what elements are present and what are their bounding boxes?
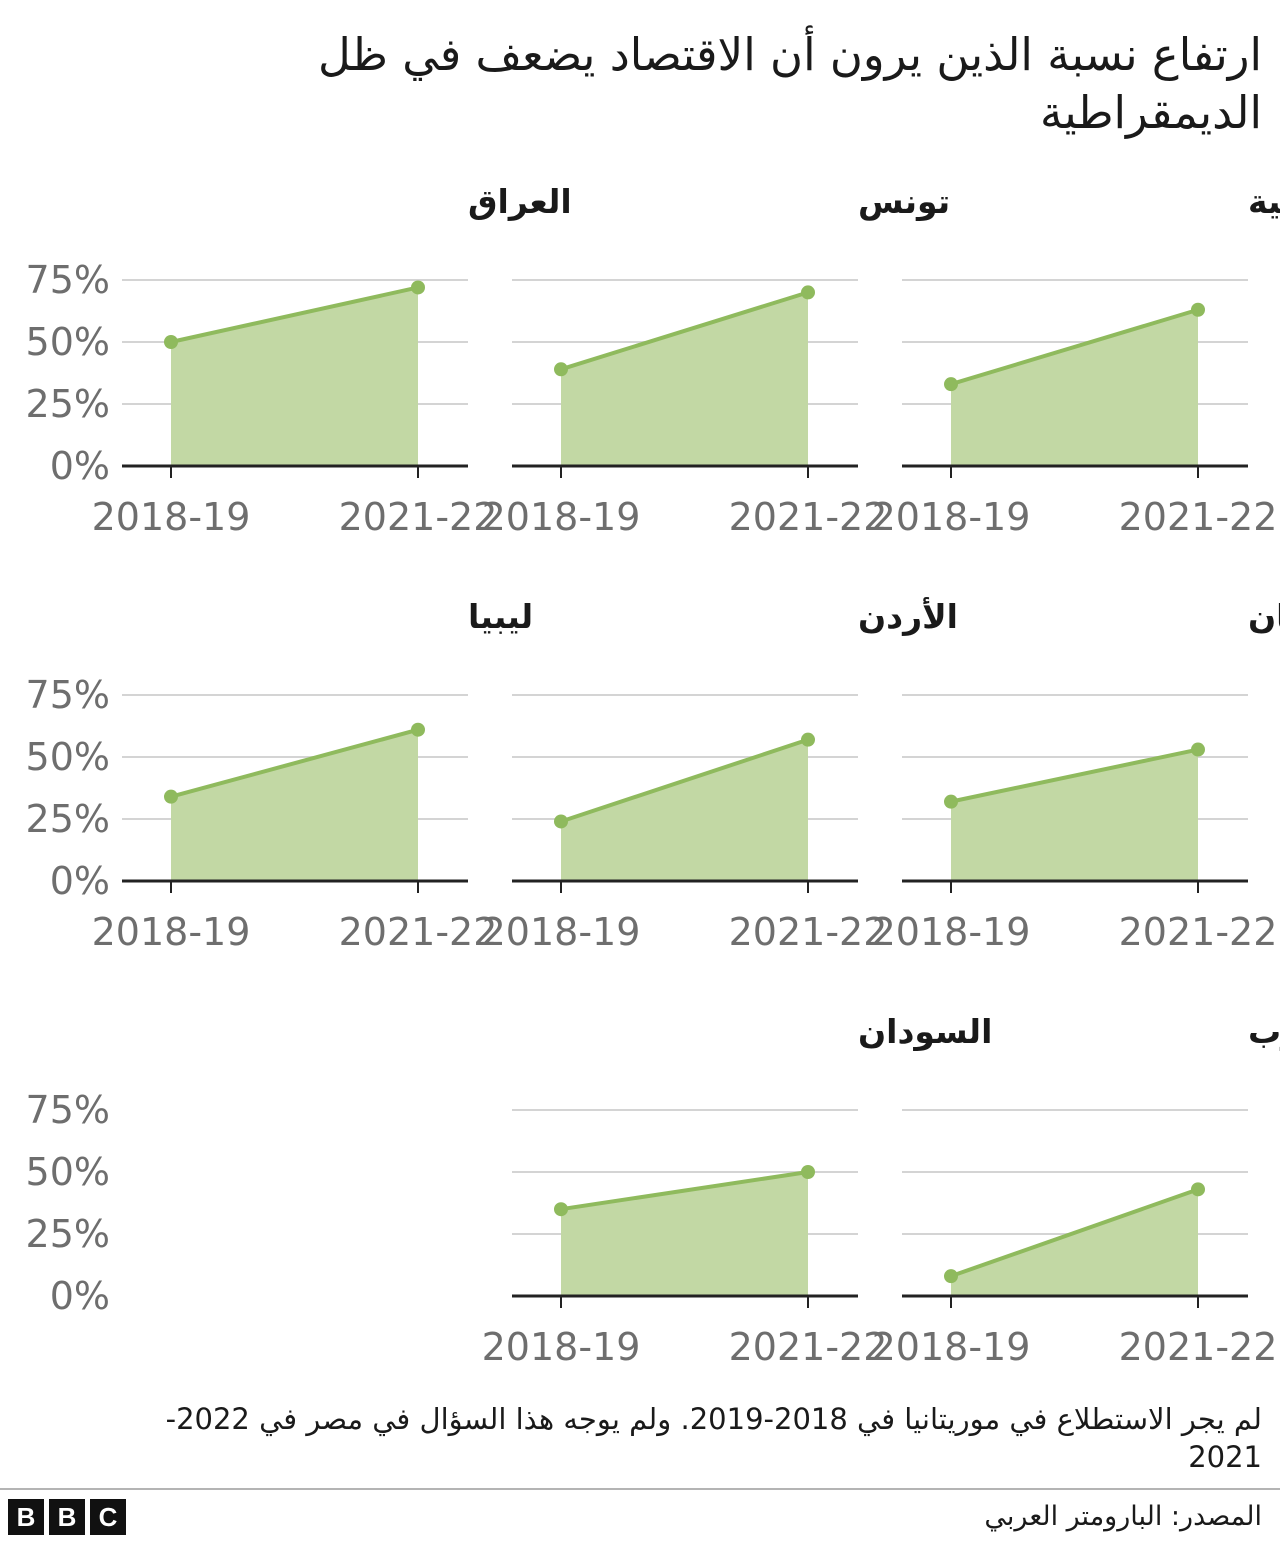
x-tick-label: 2021-22: [729, 495, 888, 539]
y-tick-label: 75%: [26, 673, 110, 717]
series-line: [559, 290, 810, 372]
footer-divider: [0, 1488, 1280, 1490]
data-point: [1191, 1182, 1205, 1197]
panel-title: الأردن: [858, 596, 958, 636]
panel-title: المغرب: [1248, 1012, 1280, 1052]
chart-panel: الأردن 2018-19 2021-22: [482, 596, 958, 954]
chart-panel: الأراضي الفلسطينية 2018-19 2021-22: [872, 181, 1280, 539]
series-line: [949, 747, 1200, 804]
chart-title: ارتفاع نسبة الذين يرون أن الاقتصاد يضعف …: [318, 28, 1262, 139]
x-tick-label: 2018-19: [872, 1325, 1031, 1369]
x-tick-label: 2021-22: [729, 910, 888, 954]
x-tick-label: 2021-22: [1119, 910, 1278, 954]
chart-panel: ليبيا 0% 25% 50% 75% 2018-19 2021-22: [26, 597, 534, 954]
x-tick-label: 2021-22: [339, 495, 498, 539]
series-line: [169, 285, 420, 344]
bbc-logo-letter: B: [8, 1499, 44, 1535]
y-tick-label: 25%: [26, 382, 110, 426]
y-tick-label: 50%: [26, 1150, 110, 1194]
footnote: لم يجر الاستطلاع في موريتانيا في 2018-20…: [165, 1402, 1262, 1474]
data-point: [554, 362, 568, 377]
y-tick-label: 50%: [26, 320, 110, 364]
chart-panel: السودان 0% 25% 50% 75% 2018-19 2021-22: [26, 1012, 993, 1369]
x-tick-label: 2021-22: [1119, 1325, 1278, 1369]
data-point: [411, 280, 425, 295]
panel-title: ليبيا: [468, 597, 533, 636]
bbc-logo: B B C: [8, 1499, 126, 1535]
bbc-logo-letter: C: [90, 1499, 126, 1535]
panel-title: تونس: [858, 182, 950, 222]
y-tick-label: 25%: [26, 797, 110, 841]
x-tick-label: 2018-19: [482, 910, 641, 954]
source-credit: المصدر: البارومتر العربي: [984, 1501, 1262, 1532]
data-point: [944, 794, 958, 809]
data-point: [554, 1202, 568, 1217]
x-tick-label: 2018-19: [482, 1325, 641, 1369]
x-tick-label: 2021-22: [729, 1325, 888, 1369]
x-tick-label: 2021-22: [1119, 495, 1278, 539]
data-point: [411, 722, 425, 737]
x-tick-label: 2018-19: [872, 495, 1031, 539]
chart-panel: المغرب 2018-19 2021-22: [872, 1012, 1280, 1369]
area-fill: [951, 749, 1198, 881]
panel-title: لبنان: [1248, 597, 1280, 636]
x-tick-label: 2021-22: [339, 910, 498, 954]
area-fill: [951, 1189, 1198, 1296]
x-tick-label: 2018-19: [92, 910, 251, 954]
chart-panel: تونس 2018-19 2021-22: [482, 182, 951, 539]
x-tick-label: 2018-19: [92, 495, 251, 539]
data-point: [944, 1269, 958, 1284]
series-line: [559, 737, 810, 824]
data-point: [801, 285, 815, 300]
y-tick-label: 50%: [26, 735, 110, 779]
data-point: [801, 732, 815, 747]
data-point: [801, 1165, 815, 1179]
chart-panel: العراق 0% 25% 50% 75% 2018-19 2021-22: [26, 182, 572, 539]
series-line: [949, 1187, 1200, 1279]
series-line: [169, 727, 420, 799]
panel-title: السودان: [858, 1012, 992, 1052]
y-tick-label: 0%: [50, 859, 110, 903]
bbc-logo-letter: B: [49, 1499, 85, 1535]
area-fill: [951, 309, 1198, 466]
area-fill: [171, 287, 418, 466]
series-line: [559, 1170, 810, 1212]
y-tick-label: 0%: [50, 444, 110, 488]
data-point: [1191, 742, 1205, 757]
y-tick-label: 0%: [50, 1274, 110, 1318]
data-point: [164, 789, 178, 804]
data-point: [1191, 302, 1205, 317]
area-fill: [171, 729, 418, 881]
area-fill: [561, 292, 808, 466]
data-point: [164, 335, 178, 349]
chart-panel: لبنان 2018-19 2021-22: [872, 597, 1280, 954]
y-tick-label: 75%: [26, 1088, 110, 1132]
panel-title: العراق: [468, 182, 572, 222]
x-tick-label: 2018-19: [482, 495, 641, 539]
data-point: [944, 377, 958, 392]
y-tick-label: 75%: [26, 258, 110, 302]
data-point: [554, 814, 568, 829]
area-fill: [561, 739, 808, 881]
y-tick-label: 25%: [26, 1212, 110, 1256]
x-tick-label: 2018-19: [872, 910, 1031, 954]
panel-title: الأراضي الفلسطينية: [1248, 181, 1280, 221]
series-line: [949, 307, 1200, 387]
area-fill: [561, 1172, 808, 1296]
